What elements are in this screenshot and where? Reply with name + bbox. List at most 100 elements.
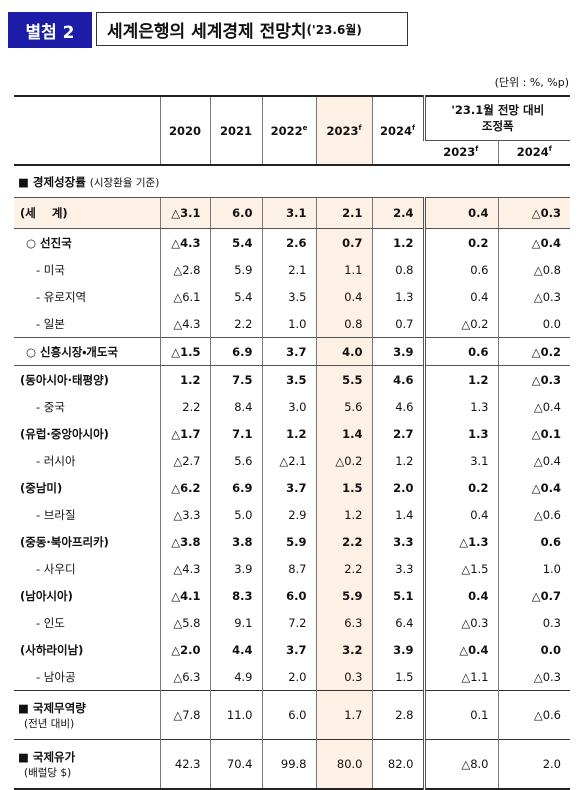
- value-cell: △4.3: [159, 228, 210, 256]
- value-cell: 2.8: [371, 690, 424, 740]
- value-cell: 3.7: [261, 474, 316, 501]
- value-cell: △6.3: [159, 663, 210, 691]
- value-cell: 0.8: [371, 256, 424, 283]
- year: 2023: [443, 145, 476, 160]
- value-cell: △0.2: [422, 310, 498, 338]
- value-cell: 1.2: [315, 501, 372, 528]
- value-cell: 0.4: [422, 582, 498, 609]
- value-cell: 6.3: [315, 609, 372, 636]
- value-cell: △1.7: [159, 420, 210, 447]
- value-cell: △0.4: [497, 474, 570, 501]
- value-cell: △0.3: [497, 365, 570, 393]
- row-label: - 러시아: [36, 453, 76, 468]
- value-cell: △4.3: [159, 555, 210, 582]
- value-cell: 6.0: [209, 197, 262, 229]
- value-cell: △2.8: [159, 256, 210, 283]
- value-cell: 3.7: [261, 337, 316, 366]
- value-cell: 2.2: [315, 528, 372, 555]
- row-label: - 미국: [36, 262, 65, 277]
- value-cell: 1.2: [261, 420, 316, 447]
- data-row: - 미국 △2.8 5.9 2.1 1.1 0.8 0.6 △0.8: [14, 256, 570, 283]
- value-cell: 6.4: [371, 609, 424, 636]
- year: 2023: [326, 123, 359, 138]
- other-note: (배럴당 $): [24, 766, 72, 779]
- other-title: ■ 국제무역량: [18, 700, 86, 715]
- value-cell: 5.5: [315, 365, 372, 393]
- year: 2020: [168, 123, 201, 138]
- value-cell: 3.0: [261, 393, 316, 420]
- value-cell: 0.0: [497, 636, 570, 663]
- data-row: (남아시아) △4.1 8.3 6.0 5.9 5.1 0.4 △0.7: [14, 582, 570, 609]
- value-cell: △6.1: [159, 283, 210, 310]
- value-cell: 3.7: [261, 636, 316, 663]
- unit: (단위 : %, %p): [494, 76, 569, 89]
- value-cell: 99.8: [261, 739, 316, 790]
- value-cell: 3.5: [261, 283, 316, 310]
- table-body: ■ 경제성장률 (시장환율 기준) (세 계) △3.1 6.0 3.1 2.1 2.4 0.…: [14, 164, 570, 790]
- row-label: (사하라이남): [20, 642, 84, 657]
- value-cell: 0.6: [422, 256, 498, 283]
- value-cell: 5.1: [371, 582, 424, 609]
- value-cell: 1.0: [497, 555, 570, 582]
- value-cell: 42.3: [159, 739, 210, 790]
- year: 2021: [219, 123, 252, 138]
- year-header: 2020: [159, 95, 210, 166]
- adjustment-header: '23.1월 전망 대비 조정폭: [422, 95, 570, 141]
- value-cell: 5.0: [209, 501, 262, 528]
- data-row: - 인도 △5.8 9.1 7.2 6.3 6.4 △0.3 0.3: [14, 609, 570, 636]
- other-title: ■ 국제유가: [18, 749, 76, 764]
- year-sup: f: [548, 145, 552, 154]
- value-cell: △3.1: [159, 197, 210, 229]
- data-row: (중동·북아프리카) △3.8 3.8 5.9 2.2 3.3 △1.3 0.6: [14, 528, 570, 555]
- value-cell: △2.0: [159, 636, 210, 663]
- row-label: - 사우디: [36, 561, 76, 576]
- data-row: (유럽·중앙아시아) △1.7 7.1 1.2 1.4 2.7 1.3 △0.1: [14, 420, 570, 447]
- value-cell: △1.1: [422, 663, 498, 691]
- title: 세계은행의 세계경제 전망치: [107, 21, 307, 42]
- value-cell: 0.7: [371, 310, 424, 338]
- value-cell: 3.5: [261, 365, 316, 393]
- row-label: - 일본: [36, 316, 65, 331]
- year-sup: f: [411, 123, 416, 132]
- value-cell: 0.3: [497, 609, 570, 636]
- data-row: - 브라질 △3.3 5.0 2.9 1.2 1.4 0.4 △0.6: [14, 501, 570, 528]
- data-row: - 일본 △4.3 2.2 1.0 0.8 0.7 △0.2 0.0: [14, 310, 570, 338]
- value-cell: 7.2: [261, 609, 316, 636]
- value-cell: 0.4: [422, 197, 498, 229]
- data-row: ○ 신흥시장・개도국 △1.5 6.9 3.7 4.0 3.9 0.6 △0.2: [14, 337, 570, 366]
- value-cell: 2.2: [209, 310, 262, 338]
- value-cell: △5.8: [159, 609, 210, 636]
- value-cell: 4.4: [209, 636, 262, 663]
- year-sup: f: [358, 123, 362, 132]
- value-cell: 80.0: [315, 739, 372, 790]
- value-cell: 0.2: [422, 228, 498, 256]
- title-suffix: ('23.6월): [306, 22, 362, 37]
- year: 2024: [516, 145, 549, 160]
- badge: 별첨 2: [8, 12, 92, 48]
- value-cell: 4.6: [371, 393, 424, 420]
- value-cell: 1.3: [422, 420, 498, 447]
- value-cell: 8.7: [261, 555, 316, 582]
- value-cell: △0.2: [315, 447, 372, 474]
- adjustment-title-line: 조정폭: [481, 119, 514, 134]
- value-cell: △3.8: [159, 528, 210, 555]
- value-cell: △1.3: [422, 528, 498, 555]
- value-cell: 3.1: [261, 197, 316, 229]
- value-cell: 11.0: [209, 690, 262, 740]
- value-cell: 3.8: [209, 528, 262, 555]
- value-cell: 1.7: [315, 690, 372, 740]
- value-cell: 5.6: [209, 447, 262, 474]
- value-cell: 5.9: [315, 582, 372, 609]
- value-cell: 1.3: [422, 393, 498, 420]
- row-label: - 브라질: [36, 507, 76, 522]
- value-cell: 0.8: [315, 310, 372, 338]
- value-cell: △0.6: [497, 690, 570, 740]
- row-label: (유럽·중앙아시아): [20, 426, 109, 441]
- value-cell: 1.5: [315, 474, 372, 501]
- data-row: - 유로지역 △6.1 5.4 3.5 0.4 1.3 0.4 △0.3: [14, 283, 570, 310]
- value-cell: △0.3: [422, 609, 498, 636]
- value-cell: 6.9: [209, 474, 262, 501]
- row-label: (중남미): [20, 480, 63, 495]
- value-cell: 3.9: [371, 636, 424, 663]
